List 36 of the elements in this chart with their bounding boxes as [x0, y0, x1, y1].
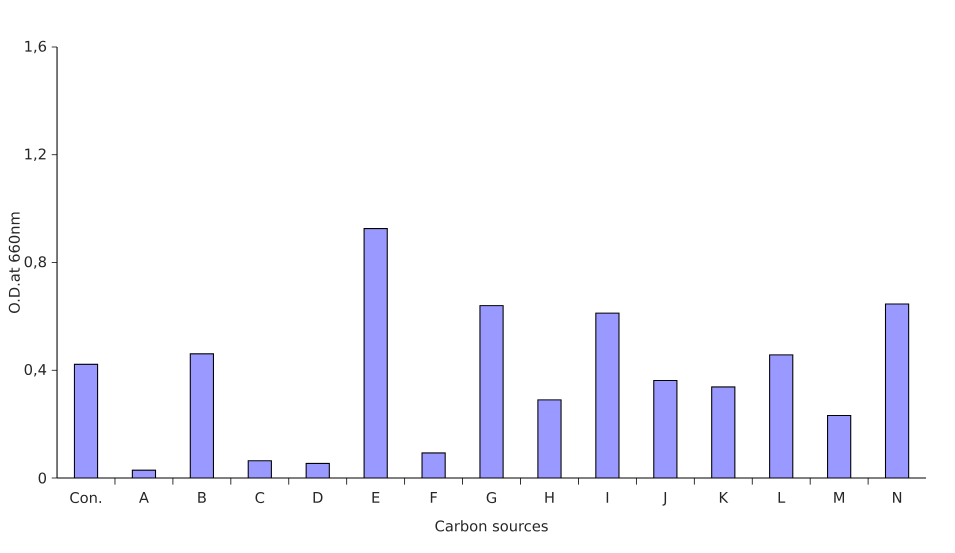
y-tick-label: 1,6 [25, 40, 46, 54]
bar [364, 228, 388, 478]
x-tick-label: K [720, 492, 728, 503]
bar [596, 313, 619, 478]
y-tick-label: 0,4 [24, 364, 46, 377]
bar [422, 452, 446, 478]
y-tick-label: 1,2 [25, 148, 46, 162]
x-tick-label: C [256, 492, 264, 504]
bar [538, 400, 562, 478]
x-tick-label: Con. [70, 492, 102, 504]
x-tick-label: M [834, 492, 844, 503]
x-tick-label: D [314, 492, 323, 503]
x-tick-label: I [606, 492, 608, 503]
bar [190, 354, 214, 478]
bar [480, 306, 504, 478]
x-tick-label: N [893, 492, 902, 503]
y-tick-label: 0,8 [24, 256, 46, 269]
bar [884, 303, 910, 478]
bar [770, 354, 793, 478]
x-tick-label: B [198, 492, 206, 503]
y-tick-label: 0 [38, 472, 46, 484]
x-axis-title: Carbon sources [435, 520, 548, 532]
x-tick-label: L [778, 492, 786, 503]
x-tick-label: H [545, 492, 554, 503]
x-tick-label: E [372, 492, 380, 503]
y-axis-title: O.D.at 660nm [8, 212, 20, 313]
x-tick-label: A [139, 492, 149, 503]
x-tick-label: F [430, 492, 437, 503]
bar [306, 463, 330, 478]
bar [248, 460, 272, 478]
bar [74, 364, 98, 478]
x-tick-label: J [662, 492, 666, 506]
bar [654, 380, 677, 478]
x-tick-label: G [486, 492, 496, 504]
bar [712, 386, 735, 478]
bar [828, 416, 851, 478]
